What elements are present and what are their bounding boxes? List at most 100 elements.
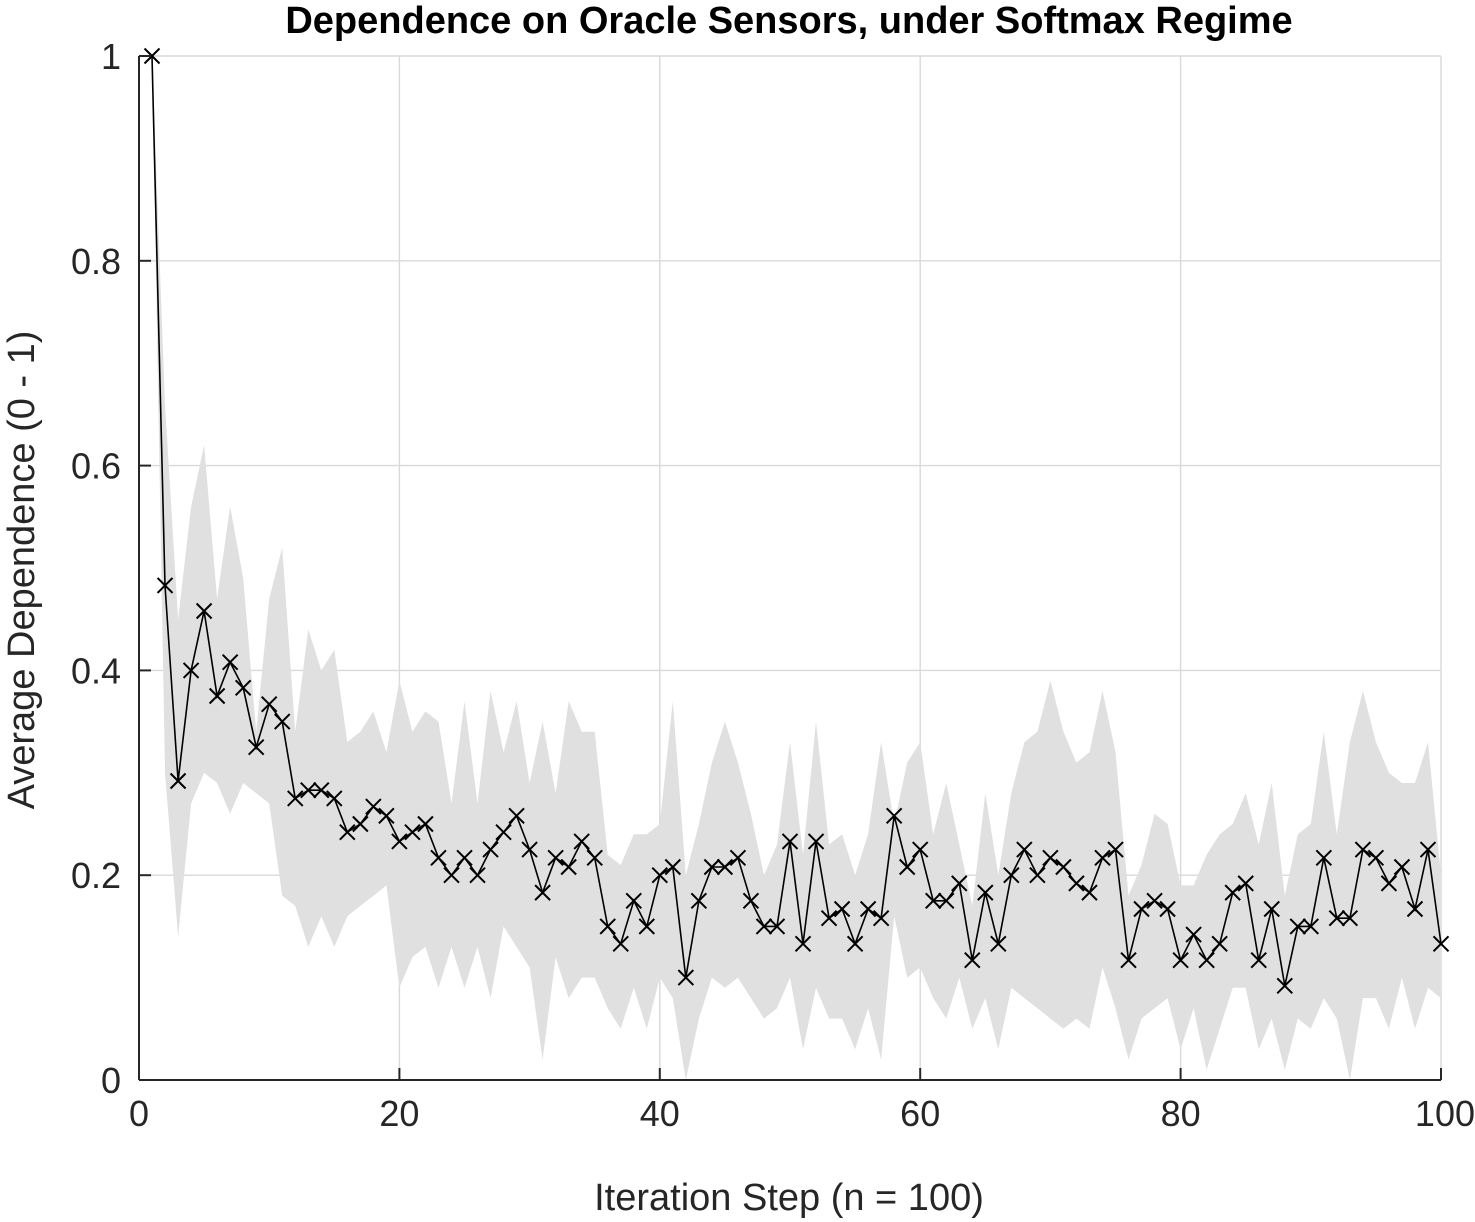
chart-title: Dependence on Oracle Sensors, under Soft…: [285, 0, 1292, 42]
data-point: [1250, 951, 1267, 969]
data-point: [482, 841, 499, 858]
data-point: [1380, 875, 1398, 892]
data-point: [781, 833, 799, 850]
data-point: [1094, 849, 1111, 866]
data-point: [1003, 866, 1020, 884]
data-point: [1133, 900, 1150, 918]
axes: [138, 55, 1442, 1081]
y-tick-label: 0.8: [71, 241, 121, 282]
data-point: [1068, 875, 1085, 892]
y-tick-label: 1: [101, 36, 121, 77]
data-point: [703, 858, 721, 876]
data-point: [885, 807, 903, 825]
data-point: [664, 858, 682, 876]
data-point: [1367, 849, 1385, 866]
data-point: [1107, 841, 1124, 858]
data-point: [1081, 884, 1098, 901]
data-point: [287, 790, 304, 807]
data-point: [898, 858, 916, 876]
data-point: [638, 918, 655, 935]
data-point: [742, 892, 760, 910]
data-point: [326, 790, 343, 807]
data-point: [1328, 910, 1346, 927]
data-point: [274, 713, 291, 730]
data-point: [1276, 977, 1293, 994]
data-point: [247, 738, 265, 756]
data-point: [1237, 875, 1254, 892]
data-point: [951, 875, 968, 892]
data-point: [859, 900, 877, 918]
data-point: [820, 910, 838, 927]
data-point: [1432, 935, 1450, 953]
data-point: [911, 841, 929, 858]
data-point: [339, 823, 356, 841]
y-axis-label: Average Dependence (0 - 1): [1, 331, 43, 810]
y-tick-label: 0.6: [71, 446, 121, 487]
data-point: [1172, 951, 1189, 969]
y-tick-label: 0.4: [71, 650, 121, 691]
data-point: [1029, 866, 1046, 884]
data-point: [143, 47, 161, 65]
data-point: [560, 858, 577, 876]
data-point: [313, 782, 330, 799]
data-point: [365, 798, 382, 815]
data-point: [938, 892, 955, 910]
data-point: [977, 884, 994, 901]
data-point: [807, 833, 825, 850]
data-point: [391, 833, 408, 850]
data-point: [417, 815, 434, 833]
data-point: [1341, 910, 1359, 927]
data-point: [430, 849, 447, 866]
data-point: [469, 866, 486, 884]
data-point: [846, 935, 864, 953]
data-point: [1211, 935, 1228, 953]
data-point: [612, 935, 629, 953]
data-point: [1393, 858, 1411, 876]
x-tick-label: 80: [1161, 1093, 1201, 1134]
x-tick-label: 40: [640, 1093, 680, 1134]
y-tick-label: 0: [101, 1060, 121, 1101]
data-point: [260, 695, 278, 713]
data-point: [521, 841, 538, 858]
data-point: [495, 823, 512, 841]
data-point: [1263, 900, 1280, 918]
y-tick-labels: 0 0.2 0.4 0.6 0.8 1: [71, 36, 121, 1101]
data-point: [651, 866, 669, 884]
data-point: [625, 892, 642, 910]
data-point: [586, 849, 603, 866]
data-point: [443, 866, 460, 884]
data-point: [768, 918, 786, 935]
data-point: [1406, 900, 1424, 918]
data-point: [573, 833, 590, 850]
data-point: [690, 892, 708, 910]
x-axis-label: Iteration Step (n = 100): [594, 1177, 984, 1219]
x-tick-labels: 0 20 40 60 80 100: [129, 1093, 1475, 1134]
data-point: [677, 969, 695, 986]
data-point: [1198, 951, 1215, 969]
data-point: [755, 918, 773, 935]
data-point: [1016, 841, 1033, 858]
data-point: [1042, 849, 1059, 866]
x-tick-label: 100: [1415, 1093, 1475, 1134]
data-point: [1159, 900, 1176, 918]
data-point: [1302, 918, 1320, 935]
data-point: [833, 900, 851, 918]
data-point: [1315, 849, 1333, 866]
data-point: [234, 679, 252, 697]
data-point: [169, 772, 187, 790]
data-point: [964, 951, 981, 969]
data-point: [925, 892, 942, 910]
y-tick-label: 0.2: [71, 855, 121, 896]
data-point: [547, 849, 564, 866]
data-point: [1224, 884, 1241, 901]
data-point: [534, 884, 551, 901]
data-point: [378, 807, 395, 825]
data-point: [1120, 951, 1137, 969]
data-point: [794, 935, 812, 953]
data-point: [729, 849, 747, 866]
x-tick-label: 0: [129, 1093, 149, 1134]
data-point: [1354, 841, 1372, 858]
data-point: [300, 782, 317, 799]
data-point: [195, 602, 213, 620]
data-point: [716, 858, 734, 876]
